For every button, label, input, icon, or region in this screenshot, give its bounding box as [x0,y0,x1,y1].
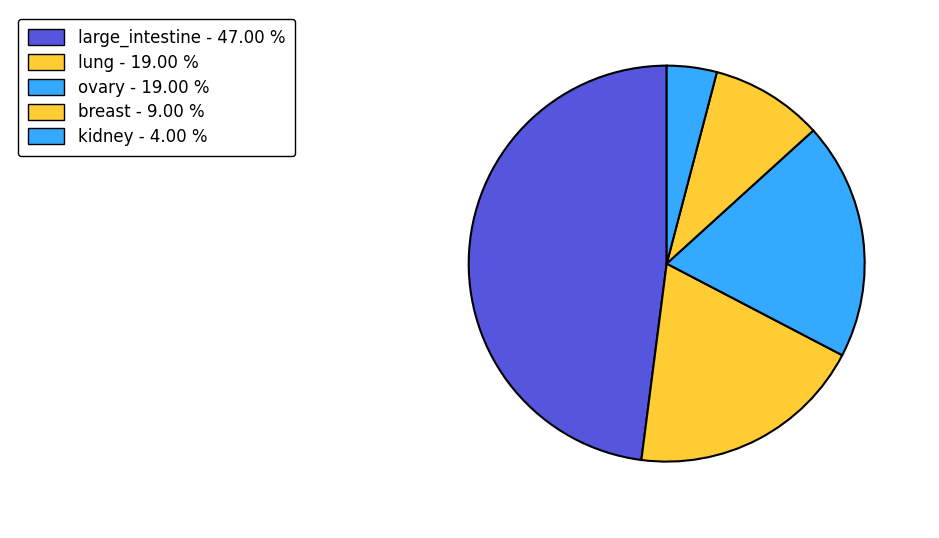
Wedge shape [667,66,716,264]
Wedge shape [641,264,842,462]
Legend: large_intestine - 47.00 %, lung - 19.00 %, ovary - 19.00 %, breast - 9.00 %, kid: large_intestine - 47.00 %, lung - 19.00 … [18,19,295,156]
Wedge shape [667,72,813,264]
Wedge shape [469,66,667,460]
Wedge shape [667,131,865,355]
